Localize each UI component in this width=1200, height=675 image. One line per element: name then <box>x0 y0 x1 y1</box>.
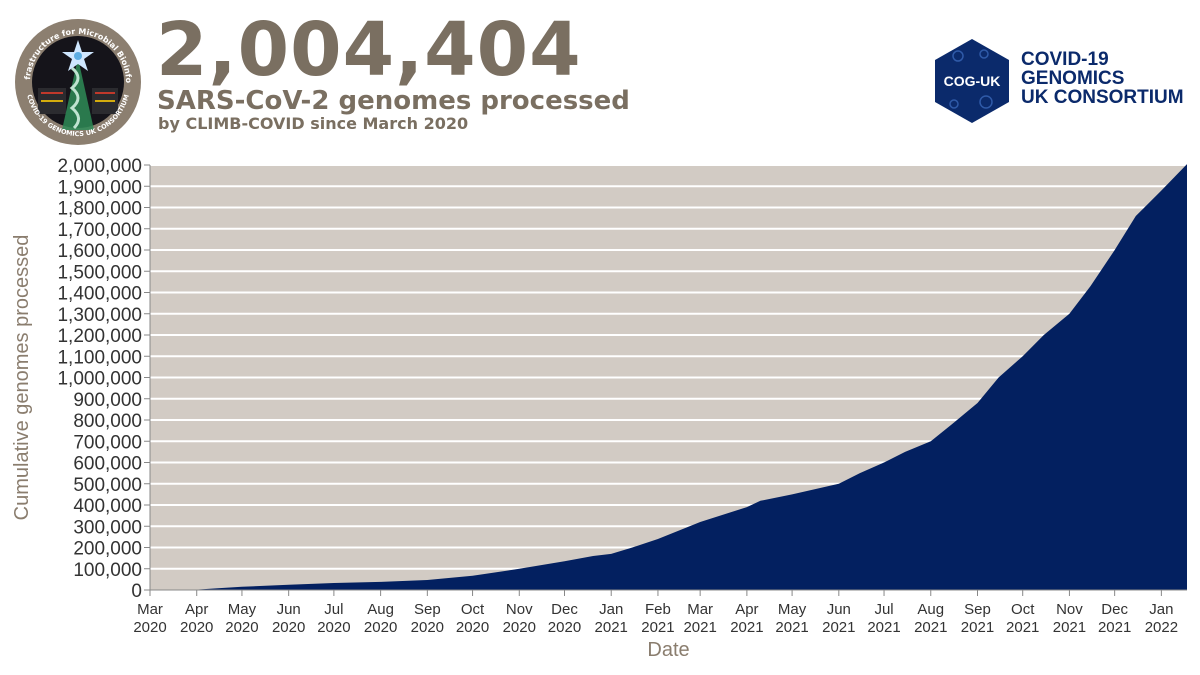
x-tick-year: 2021 <box>775 619 808 636</box>
y-tick-label: 600,000 <box>73 454 142 475</box>
x-tick-month: Jun <box>827 601 851 618</box>
cog-uk-line-3: UK CONSORTIUM <box>1021 87 1184 108</box>
x-tick-year: 2022 <box>1145 619 1178 636</box>
x-tick-year: 2021 <box>867 619 900 636</box>
y-tick-label: 800,000 <box>73 411 142 432</box>
chart-subtitle: SARS-CoV-2 genomes processed <box>157 86 630 116</box>
chart-subsubtitle: by CLIMB-COVID since March 2020 <box>158 114 469 133</box>
x-tick-month: Jan <box>599 601 623 618</box>
genome-count: 2,004,404 <box>156 7 582 93</box>
x-tick-month: May <box>228 601 257 618</box>
x-tick-month: Jun <box>277 601 301 618</box>
y-tick-label: 200,000 <box>73 539 142 560</box>
x-tick-year: 2020 <box>133 619 166 636</box>
x-tick-month: Mar <box>687 601 713 618</box>
y-tick-label: 1,200,000 <box>57 326 142 347</box>
cog-uk-line-1: COVID-19 <box>1021 49 1109 70</box>
x-tick-month: Feb <box>645 601 671 618</box>
x-tick-year: 2021 <box>595 619 628 636</box>
x-tick-year: 2021 <box>1006 619 1039 636</box>
x-tick-month: Nov <box>506 601 533 618</box>
x-tick-year: 2021 <box>683 619 716 636</box>
x-tick-year: 2021 <box>641 619 674 636</box>
y-tick-label: 1,800,000 <box>57 199 142 220</box>
x-tick-year: 2020 <box>548 619 581 636</box>
y-tick-label: 700,000 <box>73 432 142 453</box>
y-axis-title: Cumulative genomes processed <box>11 235 33 521</box>
x-tick-month: Nov <box>1056 601 1083 618</box>
y-tick-label: 1,700,000 <box>57 220 142 241</box>
y-tick-label: 2,000,000 <box>57 156 142 177</box>
cumulative-area <box>190 164 1187 590</box>
x-tick-month: Aug <box>367 601 394 618</box>
x-tick-month: Mar <box>137 601 163 618</box>
y-tick-label: 1,500,000 <box>57 262 142 283</box>
x-tick-year: 2021 <box>730 619 763 636</box>
y-tick-label: 1,600,000 <box>57 241 142 262</box>
y-tick-label: 1,300,000 <box>57 305 142 326</box>
y-tick-label: 1,400,000 <box>57 284 142 305</box>
y-tick-label: 400,000 <box>73 496 142 517</box>
x-tick-year: 2021 <box>1053 619 1086 636</box>
x-tick-year: 2020 <box>225 619 258 636</box>
x-tick-year: 2020 <box>317 619 350 636</box>
y-tick-label: 900,000 <box>73 390 142 411</box>
x-tick-year: 2020 <box>180 619 213 636</box>
y-tick-label: 1,900,000 <box>57 177 142 198</box>
cog-uk-line-2: GENOMICS <box>1021 68 1125 89</box>
y-tick-label: 1,000,000 <box>57 369 142 390</box>
x-tick-month: May <box>778 601 807 618</box>
y-tick-label: 100,000 <box>73 560 142 581</box>
x-tick-year: 2020 <box>411 619 444 636</box>
x-tick-month: Jul <box>874 601 893 618</box>
x-tick-month: Dec <box>1101 601 1128 618</box>
x-tick-month: Apr <box>735 601 758 618</box>
x-tick-month: Jul <box>324 601 343 618</box>
y-tick-label: 1,100,000 <box>57 347 142 368</box>
x-tick-year: 2020 <box>364 619 397 636</box>
cumulative-genomes-chart: 0100,000200,000300,000400,000500,000600,… <box>11 156 1187 661</box>
x-tick-year: 2021 <box>961 619 994 636</box>
cog-uk-badge-text: COG-UK <box>944 73 1001 89</box>
x-tick-year: 2020 <box>503 619 536 636</box>
x-tick-year: 2021 <box>914 619 947 636</box>
climb-logo: Cloud Infrastructure for Microbial Bioin… <box>14 18 141 145</box>
x-tick-month: Jan <box>1149 601 1173 618</box>
y-tick-label: 500,000 <box>73 475 142 496</box>
x-tick-month: Dec <box>551 601 578 618</box>
x-tick-year: 2020 <box>272 619 305 636</box>
x-tick-month: Sep <box>964 601 991 618</box>
x-tick-year: 2021 <box>1098 619 1131 636</box>
x-tick-year: 2021 <box>822 619 855 636</box>
x-tick-month: Apr <box>185 601 208 618</box>
x-tick-month: Oct <box>1011 601 1035 618</box>
x-tick-month: Aug <box>917 601 944 618</box>
cog-uk-wordmark: COVID-19 GENOMICS UK CONSORTIUM <box>1021 50 1184 107</box>
x-tick-year: 2020 <box>456 619 489 636</box>
x-axis-title: Date <box>647 639 689 661</box>
x-tick-month: Oct <box>461 601 485 618</box>
y-tick-label: 300,000 <box>73 517 142 538</box>
y-tick-label: 0 <box>131 581 142 602</box>
cog-uk-logo: COG-UK <box>935 39 1009 123</box>
x-tick-month: Sep <box>414 601 441 618</box>
